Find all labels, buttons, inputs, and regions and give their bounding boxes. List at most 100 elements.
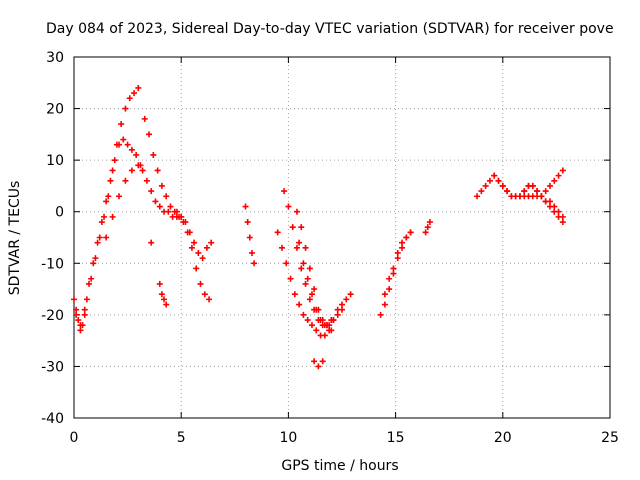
data-point — [386, 275, 393, 282]
data-point — [173, 208, 180, 215]
data-point — [293, 244, 300, 251]
data-point — [486, 177, 493, 184]
series-arc-N — [381, 229, 414, 298]
data-point — [293, 208, 300, 215]
data-point — [122, 177, 129, 184]
data-point — [347, 291, 354, 298]
data-point — [201, 291, 208, 298]
data-point — [86, 280, 93, 287]
data-point — [88, 275, 95, 282]
data-point — [165, 208, 172, 215]
data-points — [71, 84, 566, 370]
series-arc-O — [422, 219, 433, 236]
x-tick-label: 15 — [387, 430, 405, 446]
data-point — [150, 151, 157, 158]
data-point — [386, 286, 393, 293]
data-point — [94, 239, 101, 246]
data-point — [311, 286, 318, 293]
data-point — [403, 234, 410, 241]
data-point — [193, 265, 200, 272]
data-point — [328, 327, 335, 334]
series-arc-H — [274, 229, 354, 339]
series-arc-E — [173, 208, 215, 262]
data-point — [128, 146, 135, 153]
data-point — [73, 311, 80, 318]
y-axis-label: SDTVAR / TECUs — [7, 181, 23, 296]
data-point — [317, 317, 324, 324]
data-point — [304, 317, 311, 324]
data-point — [105, 193, 112, 200]
series-arc-B — [73, 136, 144, 329]
data-point — [71, 296, 77, 303]
data-point — [124, 141, 131, 148]
series-arc-K — [296, 239, 345, 329]
data-point — [304, 275, 311, 282]
data-point — [103, 198, 110, 205]
data-point — [178, 213, 185, 220]
data-point — [394, 255, 401, 262]
data-point — [381, 301, 388, 308]
data-point — [141, 115, 148, 122]
data-point — [306, 265, 313, 272]
data-point — [152, 198, 159, 205]
data-point — [315, 363, 322, 370]
data-point — [278, 244, 285, 251]
data-point — [559, 213, 566, 220]
series-arc-Q — [491, 167, 566, 200]
data-point — [156, 280, 163, 287]
data-point — [98, 219, 105, 226]
data-point — [195, 249, 202, 256]
data-point — [281, 188, 288, 195]
data-point — [148, 239, 155, 246]
data-point — [146, 131, 153, 138]
data-point — [81, 306, 88, 313]
data-point — [163, 193, 170, 200]
data-point — [274, 229, 281, 236]
data-point — [302, 244, 309, 251]
data-point — [122, 105, 129, 112]
data-point — [197, 280, 204, 287]
data-point — [529, 182, 536, 189]
data-point — [551, 203, 558, 210]
x-tick-label: 5 — [177, 430, 186, 446]
x-tick-label: 10 — [279, 430, 297, 446]
data-point — [300, 311, 307, 318]
data-point — [546, 182, 553, 189]
data-point — [81, 311, 88, 318]
data-point — [158, 182, 165, 189]
data-point — [381, 291, 388, 298]
data-point — [491, 172, 498, 179]
data-point — [390, 270, 397, 277]
data-point — [426, 219, 433, 226]
y-tick-label: -40 — [41, 411, 64, 427]
data-point — [118, 121, 125, 128]
data-point — [73, 306, 80, 313]
data-point — [296, 301, 303, 308]
plot-frame — [73, 56, 611, 419]
data-point — [285, 203, 292, 210]
data-point — [188, 244, 195, 251]
data-point — [206, 296, 213, 303]
data-point — [559, 167, 566, 174]
x-tick-label: 0 — [70, 430, 79, 446]
data-point — [133, 151, 140, 158]
chart-title: Day 084 of 2023, Sidereal Day-to-day VTE… — [46, 21, 614, 37]
data-point — [75, 317, 82, 324]
data-point — [182, 219, 189, 226]
data-point — [313, 306, 320, 313]
y-tick-label: -10 — [41, 256, 64, 272]
data-point — [139, 167, 146, 174]
data-point — [109, 167, 116, 174]
data-point — [248, 249, 255, 256]
data-point — [538, 193, 545, 200]
data-point — [308, 322, 315, 329]
data-point — [90, 260, 97, 267]
series-arc-L — [311, 358, 326, 370]
data-point — [154, 167, 161, 174]
series-arc-A — [71, 84, 142, 334]
data-point — [407, 229, 414, 236]
data-point — [339, 306, 345, 313]
x-tick-label: 20 — [494, 430, 512, 446]
y-tick-label: 20 — [46, 102, 64, 118]
series-arc-G — [242, 203, 258, 267]
